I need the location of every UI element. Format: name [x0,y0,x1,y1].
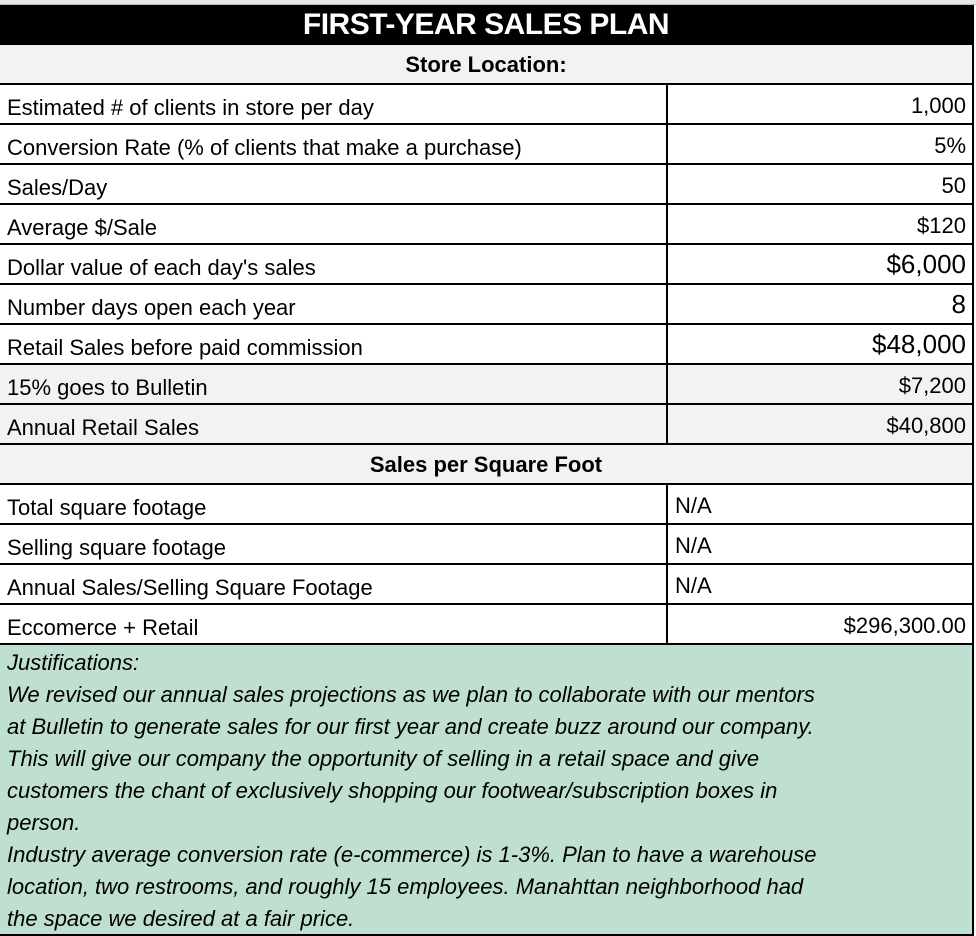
justification-line: location, two restrooms, and roughly 15 … [7,874,804,899]
store-location-rows: Estimated # of clients in store per day 1… [0,85,972,445]
square-foot-rows: Total square footage N/A Selling square f… [0,485,972,645]
section-header-store-location: Store Location: [0,45,972,85]
row-label[interactable]: Eccomerce + Retail [0,605,668,643]
row-value[interactable]: 8 [951,289,966,319]
row-label[interactable]: Selling square footage [0,525,668,563]
row-label[interactable]: Average $/Sale [0,205,668,243]
row-label[interactable]: Number days open each year [0,285,668,323]
row-value[interactable]: N/A [675,533,712,558]
table-row: Number days open each year 8 [0,285,972,325]
justification-line: customers the chant of exclusively shopp… [7,778,778,803]
justification-line: This will give our company the opportuni… [7,746,760,771]
justifications-heading: Justifications: [7,650,140,675]
spreadsheet-gridline-strip [0,0,976,5]
row-label[interactable]: Total square footage [0,485,668,523]
justification-line: person. [7,810,81,835]
row-value[interactable]: 1,000 [910,93,966,118]
row-value[interactable]: $48,000 [872,329,966,359]
row-label[interactable]: Annual Sales/Selling Square Footage [0,565,668,603]
justifications-cell[interactable]: Justifications: We revised our annual sa… [0,645,972,936]
justification-line: at Bulletin to generate sales for our fi… [7,714,814,739]
row-value[interactable]: N/A [675,573,712,598]
table-row: 15% goes to Bulletin $7,200 [0,365,972,405]
row-value[interactable]: 5% [934,133,966,158]
row-value[interactable]: N/A [675,493,712,518]
row-value[interactable]: $120 [917,213,966,238]
justification-line: Industry average conversion rate (e-comm… [7,842,817,867]
row-value[interactable]: 50 [941,173,966,198]
table-row: Selling square footage N/A [0,525,972,565]
justification-line: We revised our annual sales projections … [7,682,815,707]
sheet-title: FIRST-YEAR SALES PLAN [0,5,972,45]
row-label[interactable]: Retail Sales before paid commission [0,325,668,363]
justification-line: the space we desired at a fair price. [7,906,355,931]
table-row: Annual Retail Sales $40,800 [0,405,972,445]
row-value[interactable]: $296,300.00 [843,613,966,638]
row-value[interactable]: $40,800 [886,413,966,438]
table-row: Conversion Rate (% of clients that make … [0,125,972,165]
row-label[interactable]: Estimated # of clients in store per day [0,85,668,123]
row-label[interactable]: Conversion Rate (% of clients that make … [0,125,668,163]
section-header-sales-per-square-foot: Sales per Square Foot [0,445,972,485]
sales-plan-sheet: FIRST-YEAR SALES PLAN Store Location: Es… [0,5,974,936]
table-row: Annual Sales/Selling Square Footage N/A [0,565,972,605]
row-label[interactable]: Annual Retail Sales [0,405,668,443]
row-label[interactable]: 15% goes to Bulletin [0,365,668,403]
table-row: Average $/Sale $120 [0,205,972,245]
row-value[interactable]: $6,000 [886,249,966,279]
row-label[interactable]: Dollar value of each day's sales [0,245,668,283]
row-label[interactable]: Sales/Day [0,165,668,203]
table-row: Eccomerce + Retail $296,300.00 [0,605,972,645]
table-row: Sales/Day 50 [0,165,972,205]
table-row: Estimated # of clients in store per day 1… [0,85,972,125]
row-value[interactable]: $7,200 [898,373,966,398]
table-row: Retail Sales before paid commission $48,0… [0,325,972,365]
table-row: Dollar value of each day's sales $6,000 [0,245,972,285]
table-row: Total square footage N/A [0,485,972,525]
